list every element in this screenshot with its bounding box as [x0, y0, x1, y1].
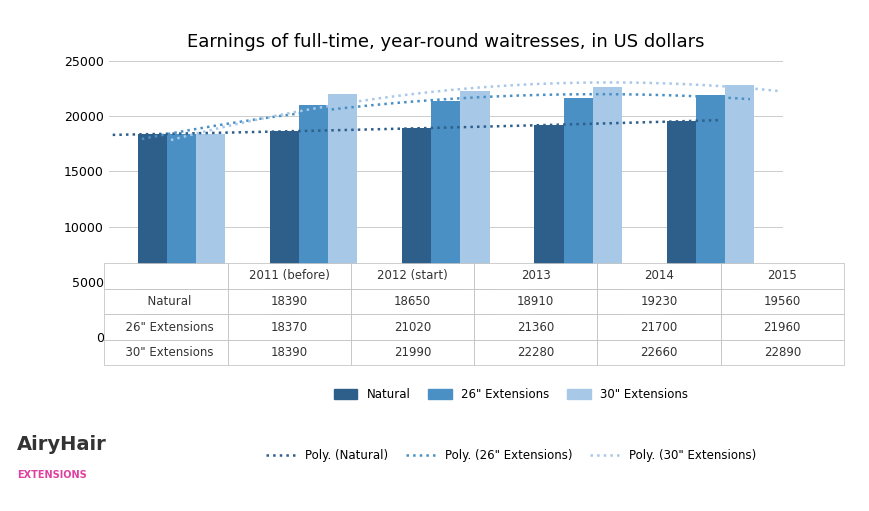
Legend: Poly. (Natural), Poly. (26" Extensions), Poly. (30" Extensions): Poly. (Natural), Poly. (26" Extensions),… [261, 445, 760, 467]
Bar [328, 95, 357, 337]
Bar [299, 105, 328, 337]
Bar [534, 125, 563, 337]
Title: Earnings of full-time, year-round waitresses, in US dollars: Earnings of full-time, year-round waitre… [187, 33, 704, 52]
Bar [592, 87, 621, 337]
Bar [666, 121, 695, 337]
Bar [167, 134, 196, 337]
Bar [196, 134, 225, 337]
Bar [563, 98, 592, 337]
Text: AiryHair: AiryHair [17, 435, 107, 454]
Bar [401, 128, 431, 337]
Bar [137, 134, 167, 337]
Bar [460, 91, 489, 337]
Text: EXTENSIONS: EXTENSIONS [17, 470, 87, 480]
Bar [269, 131, 299, 337]
Bar [431, 101, 460, 337]
Bar [695, 95, 724, 337]
Bar [724, 84, 753, 337]
